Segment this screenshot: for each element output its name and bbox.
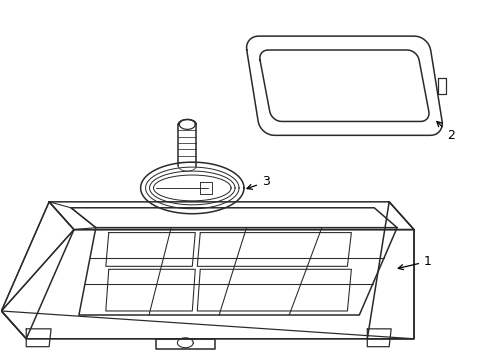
Text: 1: 1 xyxy=(397,255,431,270)
Text: 2: 2 xyxy=(436,121,454,142)
Text: 3: 3 xyxy=(246,175,269,189)
